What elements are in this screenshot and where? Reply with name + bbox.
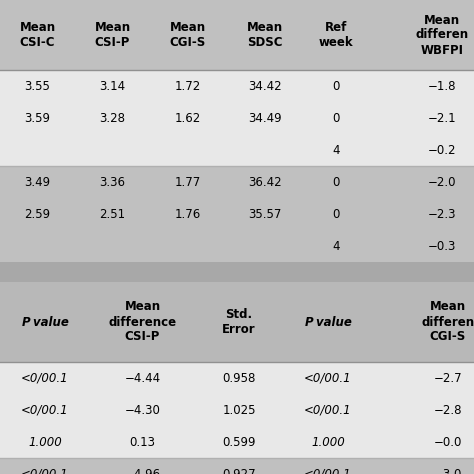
Text: −3.0: −3.0 bbox=[434, 467, 462, 474]
Bar bbox=[0, 230, 474, 262]
Text: 4: 4 bbox=[332, 144, 340, 156]
Text: −4.96: −4.96 bbox=[125, 467, 161, 474]
Bar bbox=[0, 166, 474, 198]
Text: 0: 0 bbox=[332, 111, 340, 125]
Text: −1.8: −1.8 bbox=[428, 80, 456, 92]
Text: −2.0: −2.0 bbox=[428, 175, 456, 189]
Text: 3.49: 3.49 bbox=[25, 175, 51, 189]
Text: Mean
CGI-S: Mean CGI-S bbox=[169, 21, 206, 49]
Text: 0: 0 bbox=[332, 80, 340, 92]
Text: −0.2: −0.2 bbox=[428, 144, 456, 156]
Text: Mean
differen
WBFPI: Mean differen WBFPI bbox=[415, 13, 469, 56]
Bar bbox=[0, 394, 474, 426]
Text: 2.51: 2.51 bbox=[100, 208, 126, 220]
Bar bbox=[0, 282, 474, 474]
Text: 0.927: 0.927 bbox=[222, 467, 256, 474]
Bar bbox=[0, 102, 474, 134]
Text: 34.49: 34.49 bbox=[248, 111, 282, 125]
Text: −4.44: −4.44 bbox=[125, 372, 161, 384]
Text: −4.30: −4.30 bbox=[125, 403, 160, 417]
Text: P value: P value bbox=[305, 316, 351, 328]
Text: <0/00.1: <0/00.1 bbox=[304, 403, 352, 417]
Text: Mean
difference
CSI-P: Mean difference CSI-P bbox=[109, 301, 176, 344]
Text: 1.000: 1.000 bbox=[311, 436, 345, 448]
Text: Mean
SDSC: Mean SDSC bbox=[247, 21, 283, 49]
Text: −2.3: −2.3 bbox=[428, 208, 456, 220]
Text: 1.72: 1.72 bbox=[174, 80, 201, 92]
Text: 36.42: 36.42 bbox=[248, 175, 282, 189]
Bar bbox=[0, 0, 474, 70]
Text: 35.57: 35.57 bbox=[248, 208, 282, 220]
Text: −2.7: −2.7 bbox=[434, 372, 462, 384]
Text: Mean
CSI-C: Mean CSI-C bbox=[19, 21, 55, 49]
Text: 1.000: 1.000 bbox=[28, 436, 62, 448]
Text: −2.1: −2.1 bbox=[428, 111, 456, 125]
Bar bbox=[0, 426, 474, 458]
Text: 3.55: 3.55 bbox=[25, 80, 50, 92]
Text: 2.59: 2.59 bbox=[25, 208, 51, 220]
Text: 0.958: 0.958 bbox=[222, 372, 255, 384]
Text: 1.76: 1.76 bbox=[174, 208, 201, 220]
Text: 1.77: 1.77 bbox=[174, 175, 201, 189]
Bar bbox=[0, 362, 474, 394]
Text: 4: 4 bbox=[332, 239, 340, 253]
Text: 0: 0 bbox=[332, 208, 340, 220]
Text: 0.13: 0.13 bbox=[129, 436, 155, 448]
Bar bbox=[0, 262, 474, 282]
Text: 3.59: 3.59 bbox=[25, 111, 51, 125]
Bar bbox=[0, 70, 474, 102]
Text: 0: 0 bbox=[332, 175, 340, 189]
Text: 0.599: 0.599 bbox=[222, 436, 256, 448]
Text: −0.0: −0.0 bbox=[434, 436, 462, 448]
Text: −2.8: −2.8 bbox=[434, 403, 462, 417]
Text: <0/00.1: <0/00.1 bbox=[304, 372, 352, 384]
Text: <0/00.1: <0/00.1 bbox=[21, 372, 69, 384]
Bar bbox=[0, 134, 474, 166]
Text: 3.36: 3.36 bbox=[100, 175, 126, 189]
Text: <0/00.1: <0/00.1 bbox=[21, 467, 69, 474]
Text: Std.
Error: Std. Error bbox=[222, 308, 256, 336]
Text: 1.025: 1.025 bbox=[222, 403, 256, 417]
Text: −0.3: −0.3 bbox=[428, 239, 456, 253]
Text: P value: P value bbox=[21, 316, 68, 328]
Text: 3.14: 3.14 bbox=[100, 80, 126, 92]
Text: <0/00.1: <0/00.1 bbox=[21, 403, 69, 417]
Bar bbox=[0, 198, 474, 230]
Text: Mean
differen
CGI-S: Mean differen CGI-S bbox=[421, 301, 474, 344]
Bar bbox=[0, 282, 474, 362]
Text: Ref
week: Ref week bbox=[319, 21, 353, 49]
Bar bbox=[0, 458, 474, 474]
Text: <0/00.1: <0/00.1 bbox=[304, 467, 352, 474]
Text: 34.42: 34.42 bbox=[248, 80, 282, 92]
Text: 3.28: 3.28 bbox=[100, 111, 126, 125]
Bar bbox=[0, 0, 474, 262]
Text: Mean
CSI-P: Mean CSI-P bbox=[94, 21, 130, 49]
Text: 1.62: 1.62 bbox=[174, 111, 201, 125]
